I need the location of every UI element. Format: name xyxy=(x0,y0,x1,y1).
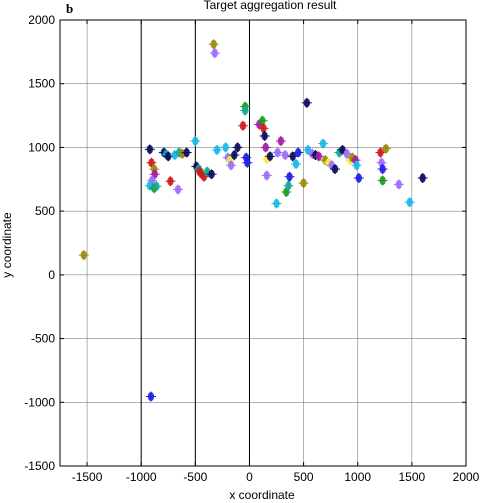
data-point xyxy=(211,144,222,155)
data-point xyxy=(313,151,324,162)
x-tick-label: -1500 xyxy=(72,470,103,484)
data-point xyxy=(283,180,294,191)
y-axis-title: y coordinate xyxy=(0,212,14,278)
data-point xyxy=(404,197,415,208)
data-point xyxy=(280,150,291,161)
data-point xyxy=(377,175,388,186)
data-point xyxy=(163,151,174,162)
data-point xyxy=(261,170,272,181)
data-point xyxy=(259,130,270,141)
data-point xyxy=(284,171,295,182)
data-point xyxy=(341,148,352,159)
grid xyxy=(60,19,467,467)
data-point xyxy=(353,173,364,184)
data-point xyxy=(318,138,329,149)
data-point xyxy=(190,136,201,147)
data-point xyxy=(78,250,89,261)
data-point xyxy=(258,123,269,134)
data-point xyxy=(220,142,231,153)
data-point xyxy=(165,176,176,187)
data-point xyxy=(232,142,243,153)
ticks: -1500 -1000 -500 0 500 1000 1500 2000 -1500 -1000… xyxy=(24,13,479,484)
vertical-lines xyxy=(140,20,250,466)
data-point xyxy=(257,115,268,126)
x-tick-label: 1000 xyxy=(344,470,371,484)
x-tick-label: 1500 xyxy=(399,470,426,484)
data-point xyxy=(380,143,391,154)
data-point xyxy=(226,160,237,171)
data-point xyxy=(151,181,162,192)
data-point xyxy=(237,120,248,131)
points xyxy=(78,39,428,402)
y-tick-label: 0 xyxy=(48,268,55,282)
data-point xyxy=(298,178,309,189)
x-axis-title: x coordinate xyxy=(229,488,295,502)
data-point xyxy=(351,160,362,171)
data-point xyxy=(375,147,386,158)
data-point xyxy=(377,164,388,175)
data-point xyxy=(393,179,404,190)
x-tick-label: 2000 xyxy=(453,470,480,484)
panel-tag: b xyxy=(66,1,73,16)
data-point xyxy=(272,147,283,158)
data-point xyxy=(275,136,286,147)
data-point xyxy=(208,39,219,50)
data-point xyxy=(265,151,276,162)
y-tick-label: 500 xyxy=(35,204,55,218)
data-point xyxy=(145,391,156,402)
y-tick-label: -1500 xyxy=(24,459,55,473)
data-point xyxy=(271,198,282,209)
data-point xyxy=(173,184,184,195)
data-point xyxy=(293,147,304,158)
data-point xyxy=(144,144,155,155)
data-point xyxy=(229,150,240,161)
x-tick-label: 0 xyxy=(246,470,253,484)
y-tick-label: -500 xyxy=(31,332,55,346)
data-point xyxy=(209,48,220,59)
x-tick-label: 500 xyxy=(294,470,314,484)
data-point xyxy=(240,105,251,116)
y-tick-label: 1500 xyxy=(28,77,55,91)
chart-title: Target aggregation result xyxy=(204,0,337,12)
data-point xyxy=(242,157,253,168)
data-point xyxy=(301,97,312,108)
x-tick-label: -1000 xyxy=(126,470,157,484)
data-point xyxy=(287,151,298,162)
data-point xyxy=(291,158,302,169)
y-tick-label: 1000 xyxy=(28,140,55,154)
x-tick-label: -500 xyxy=(183,470,207,484)
data-point xyxy=(260,142,271,153)
data-point xyxy=(329,164,340,175)
data-point xyxy=(181,147,192,158)
y-tick-label: -1000 xyxy=(24,395,55,409)
plot-frame xyxy=(59,19,467,467)
data-point xyxy=(206,169,217,180)
y-tick-label: 2000 xyxy=(28,13,55,27)
data-point xyxy=(417,173,428,184)
